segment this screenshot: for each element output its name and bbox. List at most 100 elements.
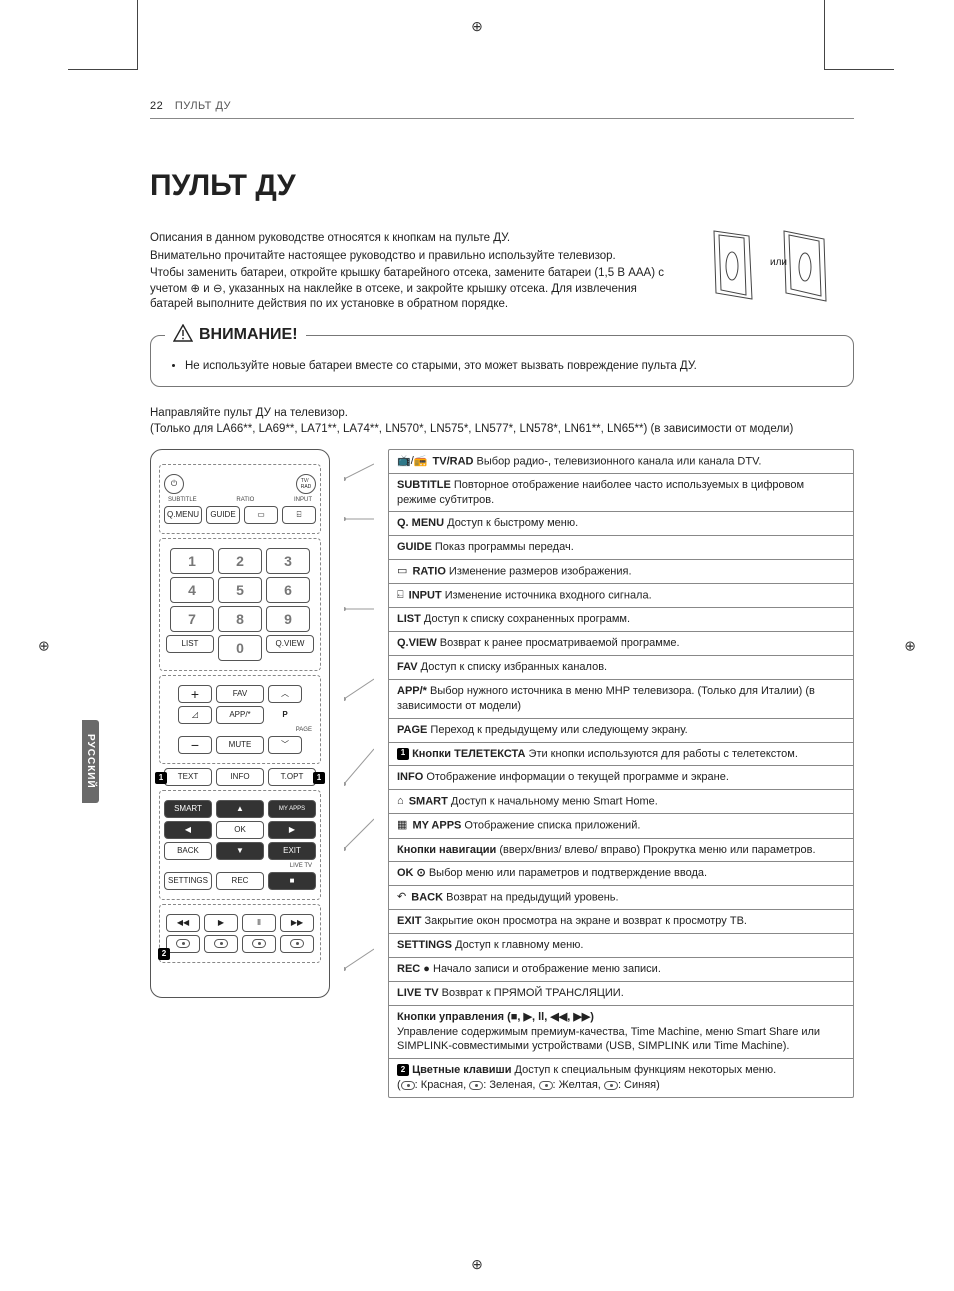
info-button: INFO <box>216 768 264 786</box>
page-title: ПУЛЬТ ДУ <box>150 169 854 203</box>
desc-ratio: ▭ RATIO Изменение размеров изображения. <box>389 560 853 584</box>
ff-button: ▶▶ <box>280 914 314 932</box>
tvrad-button: TV/RAD <box>296 474 316 494</box>
language-tab: РУССКИЙ <box>82 720 99 803</box>
stop-button: ■ <box>268 872 316 890</box>
num-6: 6 <box>266 577 310 603</box>
home-icon: ⌂ <box>397 794 404 809</box>
nav-up: ▲ <box>216 800 264 818</box>
desc-fav: FAV Доступ к списку избранных каналов. <box>389 656 853 680</box>
desc-list: LIST Доступ к списку сохраненных програм… <box>389 608 853 632</box>
back-icon: ↶ <box>397 890 406 905</box>
smart-button: SMART <box>164 800 212 818</box>
desc-subtitle: SUBTITLE Повторное отображение наиболее … <box>389 474 853 513</box>
subtitle-label: SUBTITLE <box>168 497 197 503</box>
fav-button: FAV <box>216 685 264 703</box>
mute-button: MUTE <box>216 736 264 754</box>
input-label: INPUT <box>294 497 312 503</box>
desc-control: Кнопки управления (■, ▶, ll, ◀◀, ▶▶)Упра… <box>389 1006 853 1060</box>
remote-diagram: ⏻ TV/RAD SUBTITLE RATIO INPUT Q.MENU GUI… <box>150 449 330 998</box>
play-button: ▶ <box>204 914 238 932</box>
desc-teletext: 1 Кнопки ТЕЛЕТЕКСТА Эти кнопки использую… <box>389 743 853 767</box>
desc-tvrad: 📺/📻 TV/RAD Выбор радио-, телевизионного … <box>389 450 853 474</box>
desc-info: INFO Отображение информации о текущей пр… <box>389 766 853 790</box>
warning-box: ВНИМАНИЕ! Не используйте новые батареи в… <box>150 335 854 387</box>
nav-down: ▼ <box>216 842 264 860</box>
topt-button: T.OPT <box>268 768 316 786</box>
nav-left: ◀ <box>164 821 212 839</box>
p-label: P <box>268 706 302 724</box>
mid-text: Направляйте пульт ДУ на телевизор. (Толь… <box>150 407 854 435</box>
crop-mark <box>68 0 138 70</box>
num-9: 9 <box>266 606 310 632</box>
page-label: PAGE <box>296 727 312 733</box>
battery-illustration: или <box>694 221 844 311</box>
aim-text: Направляйте пульт ДУ на телевизор. <box>150 407 854 419</box>
desc-settings: SETTINGS Доступ к главному меню. <box>389 934 853 958</box>
models-text: (Только для LA66**, LA69**, LA71**, LA74… <box>150 423 854 435</box>
yellow-button <box>242 935 276 953</box>
section-name: ПУЛЬТ ДУ <box>175 100 231 112</box>
nav-right: ▶ <box>268 821 316 839</box>
blue-button <box>280 935 314 953</box>
page: ⊕ ⊕ ⊕ ⊕ РУССКИЙ 22 ПУЛЬТ ДУ ПУЛЬТ ДУ Опи… <box>0 0 954 1291</box>
yellow-dot-icon <box>539 1081 553 1090</box>
badge-1: 1 <box>155 772 167 784</box>
desc-color: 2 Цветные клавиши Доступ к специальным ф… <box>389 1059 853 1097</box>
intro-text: Внимательно прочитайте настоящее руковод… <box>150 249 674 265</box>
badge-2-icon: 2 <box>397 1064 409 1076</box>
warning-item: Не используйте новые батареи вместе со с… <box>185 360 835 372</box>
qmenu-button: Q.MENU <box>164 506 202 524</box>
intro-text: Описания в данном руководстве относятся … <box>150 231 674 247</box>
tvrad-icon: 📺/📻 <box>397 454 427 469</box>
description-column: 📺/📻 TV/RAD Выбор радио-, телевизионного … <box>388 449 854 1098</box>
desc-rec: REC ● Начало записи и отображение меню з… <box>389 958 853 982</box>
warning-icon <box>173 324 193 347</box>
desc-ok: OK ⊙ Выбор меню или параметров и подтвер… <box>389 862 853 886</box>
desc-smart: ⌂ SMART Доступ к начальному меню Smart H… <box>389 790 853 814</box>
green-dot-icon <box>469 1081 483 1090</box>
input-icon: ⍇ <box>397 588 404 603</box>
back-button: BACK <box>164 842 212 860</box>
registration-mark-left: ⊕ <box>38 637 50 654</box>
num-5: 5 <box>218 577 262 603</box>
power-button: ⏻ <box>164 474 184 494</box>
red-button <box>166 935 200 953</box>
ok-button: OK <box>216 821 264 839</box>
app-button: APP/* <box>216 706 264 724</box>
desc-app: APP/* Выбор нужного источника в меню MHP… <box>389 680 853 719</box>
page-number: 22 <box>150 100 163 112</box>
num-4: 4 <box>170 577 214 603</box>
input-button: ⍇ <box>282 506 316 524</box>
num-7: 7 <box>170 606 214 632</box>
registration-mark-right: ⊕ <box>904 637 916 654</box>
connector-lines <box>344 449 374 1114</box>
num-0: 0 <box>218 635 262 661</box>
desc-qview: Q.VIEW Возврат к ранее просматриваемой п… <box>389 632 853 656</box>
blue-dot-icon <box>604 1081 618 1090</box>
warning-heading: ВНИМАНИЕ! <box>165 324 306 347</box>
remote-layout: ⏻ TV/RAD SUBTITLE RATIO INPUT Q.MENU GUI… <box>150 449 854 1114</box>
vol-up: + <box>178 685 212 703</box>
red-dot-icon <box>401 1081 415 1090</box>
apps-icon: ▦ <box>397 818 407 833</box>
running-header: 22 ПУЛЬТ ДУ <box>150 100 854 119</box>
list-button: LIST <box>166 635 214 653</box>
desc-exit: EXIT Закрытие окон просмотра на экране и… <box>389 910 853 934</box>
num-2: 2 <box>218 548 262 574</box>
desc-nav: Кнопки навигации (вверх/вниз/ влево/ впр… <box>389 839 853 863</box>
num-1: 1 <box>170 548 214 574</box>
vol-down: − <box>178 736 212 754</box>
green-button <box>204 935 238 953</box>
desc-livetv: LIVE TV Возврат к ПРЯМОЙ ТРАНСЛЯЦИИ. <box>389 982 853 1006</box>
intro-block: Описания в данном руководстве относятся … <box>150 231 854 313</box>
desc-input: ⍇ INPUT Изменение источника входного сиг… <box>389 584 853 608</box>
desc-myapps: ▦ MY APPS Отображение списка приложений. <box>389 814 853 838</box>
or-label: или <box>770 257 787 268</box>
badge-1b: 1 <box>313 772 325 784</box>
ratio-icon: ▭ <box>397 564 407 579</box>
desc-qmenu: Q. MENU Доступ к быстрому меню. <box>389 512 853 536</box>
exit-button: EXIT <box>268 842 316 860</box>
registration-mark-top: ⊕ <box>471 18 483 35</box>
guide-button: GUIDE <box>206 506 240 524</box>
